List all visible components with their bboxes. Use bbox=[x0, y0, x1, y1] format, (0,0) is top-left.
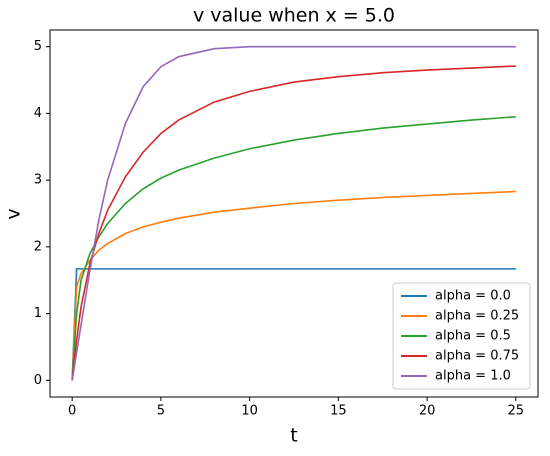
x-tick-label: 5 bbox=[157, 404, 165, 419]
line bbox=[71, 65, 516, 381]
x-tick-label: 25 bbox=[508, 404, 525, 419]
y-tick-label: 3 bbox=[34, 173, 42, 188]
y-tick-label: 0 bbox=[34, 373, 42, 388]
chart-title: v value when x = 5.0 bbox=[193, 5, 395, 27]
legend-box bbox=[392, 282, 531, 390]
y-tick-label: 4 bbox=[34, 106, 42, 121]
legend-label: alpha = 0.5 bbox=[435, 329, 511, 344]
x-tick-label: 0 bbox=[68, 404, 76, 419]
x-tick-label: 20 bbox=[419, 404, 436, 419]
y-tick-label: 5 bbox=[34, 39, 42, 54]
line bbox=[71, 115, 516, 381]
y-axis-label: v bbox=[3, 208, 25, 219]
line bbox=[71, 190, 516, 381]
x-tick-label: 10 bbox=[241, 404, 258, 419]
x-axis-label: t bbox=[290, 425, 297, 447]
legend-label: alpha = 0.0 bbox=[435, 289, 511, 304]
legend-label: alpha = 1.0 bbox=[435, 369, 511, 384]
legend-label: alpha = 0.75 bbox=[435, 349, 519, 364]
plot-frame bbox=[49, 29, 539, 398]
y-tick-label: 2 bbox=[34, 239, 42, 254]
legend-label: alpha = 0.25 bbox=[435, 309, 519, 324]
y-tick-label: 1 bbox=[34, 306, 42, 321]
line bbox=[71, 45, 516, 381]
x-tick-label: 15 bbox=[330, 404, 347, 419]
